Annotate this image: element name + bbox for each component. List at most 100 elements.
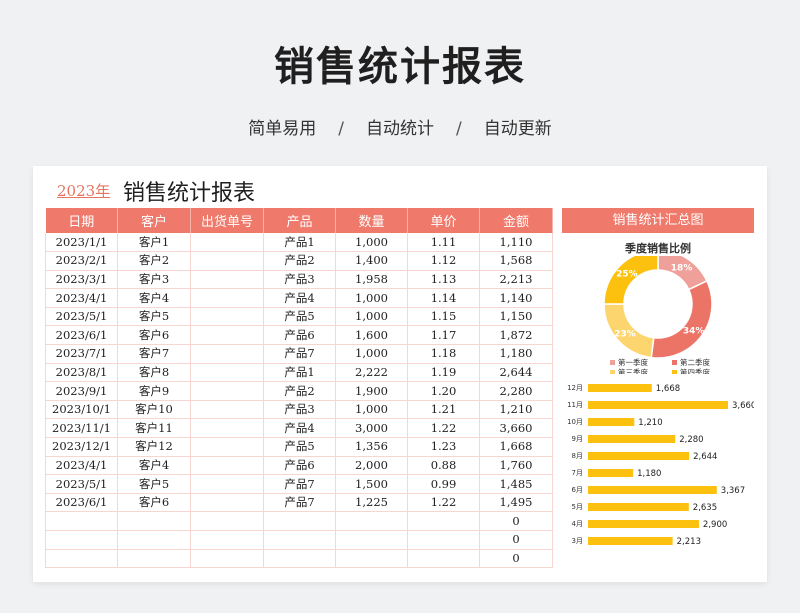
table-cell[interactable]: 1,568 [479,251,553,271]
table-cell[interactable]: 1.22 [407,493,480,513]
table-cell[interactable] [45,530,118,550]
table-cell[interactable]: 产品5 [263,437,336,457]
table-cell[interactable]: 1,210 [479,400,553,420]
table-cell[interactable]: 客户5 [117,307,191,327]
table-cell[interactable]: 客户7 [117,344,191,364]
table-cell[interactable]: 1,000 [335,307,408,327]
table-cell[interactable]: 1.14 [407,288,480,308]
table-cell[interactable]: 1,000 [335,288,408,308]
table-cell[interactable]: 1,150 [479,307,553,327]
table-cell[interactable]: 客户1 [117,233,191,253]
table-cell[interactable]: 客户4 [117,288,191,308]
table-cell[interactable]: 客户4 [117,456,191,476]
table-cell[interactable]: 1.15 [407,307,480,327]
table-cell[interactable]: 3,000 [335,418,408,439]
table-cell[interactable]: 产品7 [263,344,336,364]
table-cell[interactable]: 产品7 [263,474,336,494]
table-cell[interactable] [407,530,480,550]
table-cell[interactable]: 产品2 [263,251,336,271]
table-cell[interactable]: 1,485 [479,474,553,494]
table-cell[interactable]: 产品3 [263,400,336,420]
table-cell[interactable]: 1.19 [407,363,480,383]
table-cell[interactable] [190,233,264,253]
table-cell[interactable]: 1,495 [479,493,553,513]
table-cell[interactable]: 2023/9/1 [45,381,118,401]
table-cell[interactable]: 1,000 [335,400,408,420]
table-cell[interactable]: 客户6 [117,325,191,346]
table-cell[interactable] [263,530,336,550]
table-cell[interactable]: 2023/8/1 [45,363,118,383]
table-cell[interactable] [190,437,264,457]
table-cell[interactable]: 客户11 [117,418,191,439]
table-cell[interactable]: 0.88 [407,456,480,476]
table-cell[interactable]: 1,958 [335,270,408,290]
table-cell[interactable] [190,400,264,420]
table-cell[interactable] [117,530,191,550]
table-cell[interactable]: 客户12 [117,437,191,457]
table-cell[interactable]: 0.99 [407,474,480,494]
table-cell[interactable] [45,549,118,569]
table-cell[interactable]: 1,140 [479,288,553,308]
table-cell[interactable]: 2023/7/1 [45,344,118,364]
table-cell[interactable] [190,530,264,550]
table-cell[interactable]: 2023/10/1 [45,400,118,420]
table-cell[interactable]: 2,644 [479,363,553,383]
table-cell[interactable]: 2,213 [479,270,553,290]
table-cell[interactable]: 1.12 [407,251,480,271]
table-cell[interactable]: 1,668 [479,437,553,457]
column-header[interactable]: 金额 [479,208,553,233]
table-cell[interactable]: 1.21 [407,400,480,420]
table-cell[interactable] [190,344,264,364]
table-cell[interactable] [190,549,264,569]
table-cell[interactable]: 1.13 [407,270,480,290]
table-cell[interactable] [190,418,264,439]
table-cell[interactable]: 1,000 [335,233,408,253]
table-cell[interactable]: 1.17 [407,325,480,346]
table-cell[interactable]: 客户2 [117,251,191,271]
table-cell[interactable]: 产品2 [263,381,336,401]
table-cell[interactable]: 2023/4/1 [45,456,118,476]
table-cell[interactable]: 0 [479,511,553,531]
table-cell[interactable]: 2,222 [335,363,408,383]
table-cell[interactable]: 1,500 [335,474,408,494]
table-cell[interactable]: 产品6 [263,456,336,476]
table-cell[interactable] [190,288,264,308]
table-cell[interactable]: 产品3 [263,270,336,290]
table-cell[interactable]: 0 [479,530,553,550]
table-cell[interactable] [335,511,408,531]
table-cell[interactable] [190,325,264,346]
table-cell[interactable] [190,493,264,513]
table-cell[interactable]: 客户6 [117,493,191,513]
table-cell[interactable]: 1.22 [407,418,480,439]
table-cell[interactable] [45,511,118,531]
table-cell[interactable]: 1.11 [407,233,480,253]
table-cell[interactable] [117,549,191,569]
table-cell[interactable]: 1,760 [479,456,553,476]
table-cell[interactable]: 2023/12/1 [45,437,118,457]
table-cell[interactable]: 1,400 [335,251,408,271]
table-cell[interactable]: 2023/4/1 [45,288,118,308]
table-cell[interactable] [190,511,264,531]
column-header[interactable]: 客户 [117,208,191,233]
table-cell[interactable]: 产品1 [263,233,336,253]
column-header[interactable]: 数量 [335,208,408,233]
table-cell[interactable]: 1,600 [335,325,408,346]
column-header[interactable]: 单价 [407,208,480,233]
table-cell[interactable] [190,307,264,327]
table-cell[interactable]: 2023/6/1 [45,493,118,513]
table-cell[interactable]: 2,000 [335,456,408,476]
table-cell[interactable]: 1,356 [335,437,408,457]
table-cell[interactable] [117,511,191,531]
table-cell[interactable]: 1,000 [335,344,408,364]
year-selector[interactable]: 2023年 [57,182,111,200]
table-cell[interactable]: 客户3 [117,270,191,290]
table-cell[interactable]: 2023/5/1 [45,307,118,327]
table-cell[interactable]: 1,110 [479,233,553,253]
table-cell[interactable]: 客户9 [117,381,191,401]
column-header[interactable]: 出货单号 [190,208,264,233]
table-cell[interactable]: 1.18 [407,344,480,364]
table-cell[interactable]: 产品5 [263,307,336,327]
table-cell[interactable]: 3,660 [479,418,553,439]
table-cell[interactable]: 2,280 [479,381,553,401]
table-cell[interactable] [407,549,480,569]
